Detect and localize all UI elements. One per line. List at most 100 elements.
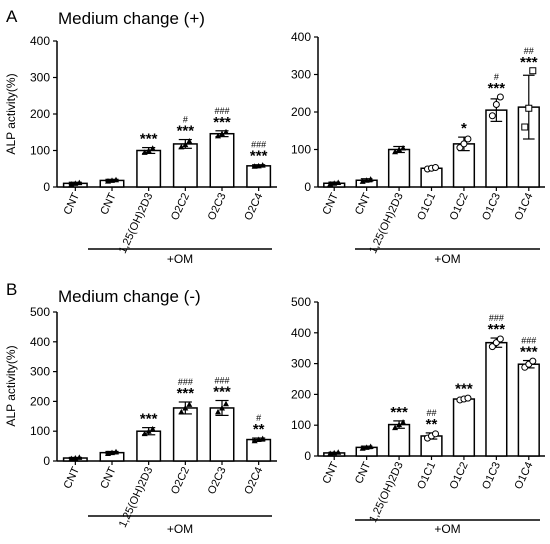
c3-significance-hash: ### (489, 313, 504, 323)
c3-bar (387, 423, 411, 457)
c0-y-tick-label: 200 (30, 107, 50, 121)
c2-category-label: CNT (62, 465, 83, 491)
c3-data-point (464, 394, 472, 402)
c2-data-point (186, 401, 193, 407)
panel-a-letter: A (6, 7, 18, 26)
c2-om-label: +OM (167, 522, 193, 536)
c2-y-tick-label: 500 (30, 305, 50, 319)
c2-significance-hash: # (256, 413, 261, 423)
c3-significance-hash: ## (426, 408, 436, 418)
c0-category-label: 1,25(OH)2D3 (117, 191, 156, 255)
c2-significance-hash: ### (178, 377, 193, 387)
c1-data-point (460, 140, 468, 148)
c2-category-label: O2C4 (242, 465, 265, 496)
c1-data-point (488, 112, 496, 120)
c3-significance-stars: *** (520, 344, 538, 361)
c0-category-label: O2C2 (169, 191, 192, 222)
c3-bar (485, 341, 508, 457)
c3-significance-hash: ### (521, 336, 536, 346)
c1-data-point (335, 179, 342, 185)
c1-data-point (464, 135, 472, 143)
c2-y-tick-label: 0 (43, 454, 50, 468)
c0-bar (246, 165, 272, 188)
c2-significance-stars: *** (140, 411, 158, 428)
c2-significance-stars: ** (253, 421, 265, 438)
c3-category-label: O1C1 (415, 460, 438, 491)
c1-y-tick-label: 400 (291, 30, 311, 44)
c1-y-tick-label: 300 (291, 68, 311, 82)
c1-data-point (432, 164, 439, 171)
c3-y-tick-label: 300 (291, 357, 311, 371)
c2-bar (246, 438, 272, 462)
c1-data-point (392, 148, 399, 155)
c1-category-label: 1,25(OH)2D3 (367, 191, 406, 255)
c0-data-point (145, 147, 152, 153)
c0-data-point (259, 162, 266, 168)
c0-data-point (182, 141, 189, 148)
c2-bar (136, 430, 162, 462)
c3-y-tick-label: 100 (291, 418, 311, 432)
c1-significance-stars: * (461, 120, 467, 137)
c1-data-point (496, 93, 504, 101)
c0-bar (136, 149, 162, 188)
c1-data-point (492, 101, 500, 108)
c0-data-point (219, 130, 225, 137)
c1-data-point (521, 123, 529, 131)
c2-y-axis-label: ALP activity(%) (4, 345, 18, 426)
c3-data-point (367, 443, 374, 449)
c3-data-point (392, 424, 399, 431)
c0-y-tick-label: 300 (30, 71, 50, 85)
c0-significance-hash: ### (251, 140, 266, 150)
c0-category-label: CNT (62, 191, 83, 217)
c3-y-tick-label: 500 (291, 295, 311, 309)
c1-category-label: CNT (321, 191, 342, 217)
c2-y-tick-label: 400 (30, 335, 50, 349)
c0-y-tick-label: 0 (43, 180, 50, 194)
c2-significance-hash: ### (214, 376, 229, 386)
c1-significance-stars: *** (520, 54, 538, 71)
c0-data-point (76, 179, 83, 186)
c0-y-tick-label: 400 (30, 34, 50, 48)
c1-data-point (396, 146, 403, 152)
c2-data-point (219, 404, 225, 411)
c3-significance-stars: *** (488, 321, 506, 338)
c0-category-label: O2C3 (206, 191, 229, 222)
c1-y-tick-label: 100 (291, 143, 311, 157)
c1-category-label: CNT (353, 191, 374, 217)
c2-category-label: O2C3 (206, 465, 229, 496)
c3-category-label: O1C2 (448, 460, 471, 491)
c1-data-point (367, 176, 374, 182)
c2-data-point (223, 400, 229, 407)
c3-category-label: O1C3 (480, 460, 503, 491)
c2-category-label: CNT (98, 465, 119, 491)
c0-category-label: CNT (98, 191, 119, 217)
c1-significance-hash: ## (524, 46, 534, 56)
c3-data-point (488, 343, 496, 351)
c3-data-point (400, 419, 407, 425)
c1-significance-hash: # (494, 72, 499, 82)
c2-data-point (215, 408, 221, 415)
c1-data-point (525, 104, 533, 112)
c3-bar (517, 363, 540, 457)
c0-significance-hash: ### (214, 106, 229, 116)
c0-significance-stars: *** (177, 123, 195, 140)
c2-y-tick-label: 200 (30, 394, 50, 408)
c2-category-label: 1,25(OH)2D3 (117, 465, 156, 529)
c2-significance-stars: *** (177, 385, 195, 402)
c0-data-point (113, 176, 119, 183)
c0-y-tick-label: 100 (30, 144, 50, 158)
c2-bar (172, 407, 198, 462)
c3-data-point (396, 421, 403, 428)
c1-category-label: O1C4 (512, 191, 535, 222)
c0-significance-hash: # (183, 115, 188, 125)
c3-data-point (432, 430, 439, 438)
c3-significance-stars: *** (390, 404, 408, 421)
c3-significance-stars: *** (455, 380, 473, 397)
c3-category-label: 1,25(OH)2D3 (367, 460, 406, 524)
c1-significance-stars: *** (488, 80, 506, 97)
c0-data-point (149, 145, 156, 151)
c3-data-point (335, 449, 342, 455)
c2-data-point (141, 430, 148, 437)
c1-bar (387, 148, 411, 188)
